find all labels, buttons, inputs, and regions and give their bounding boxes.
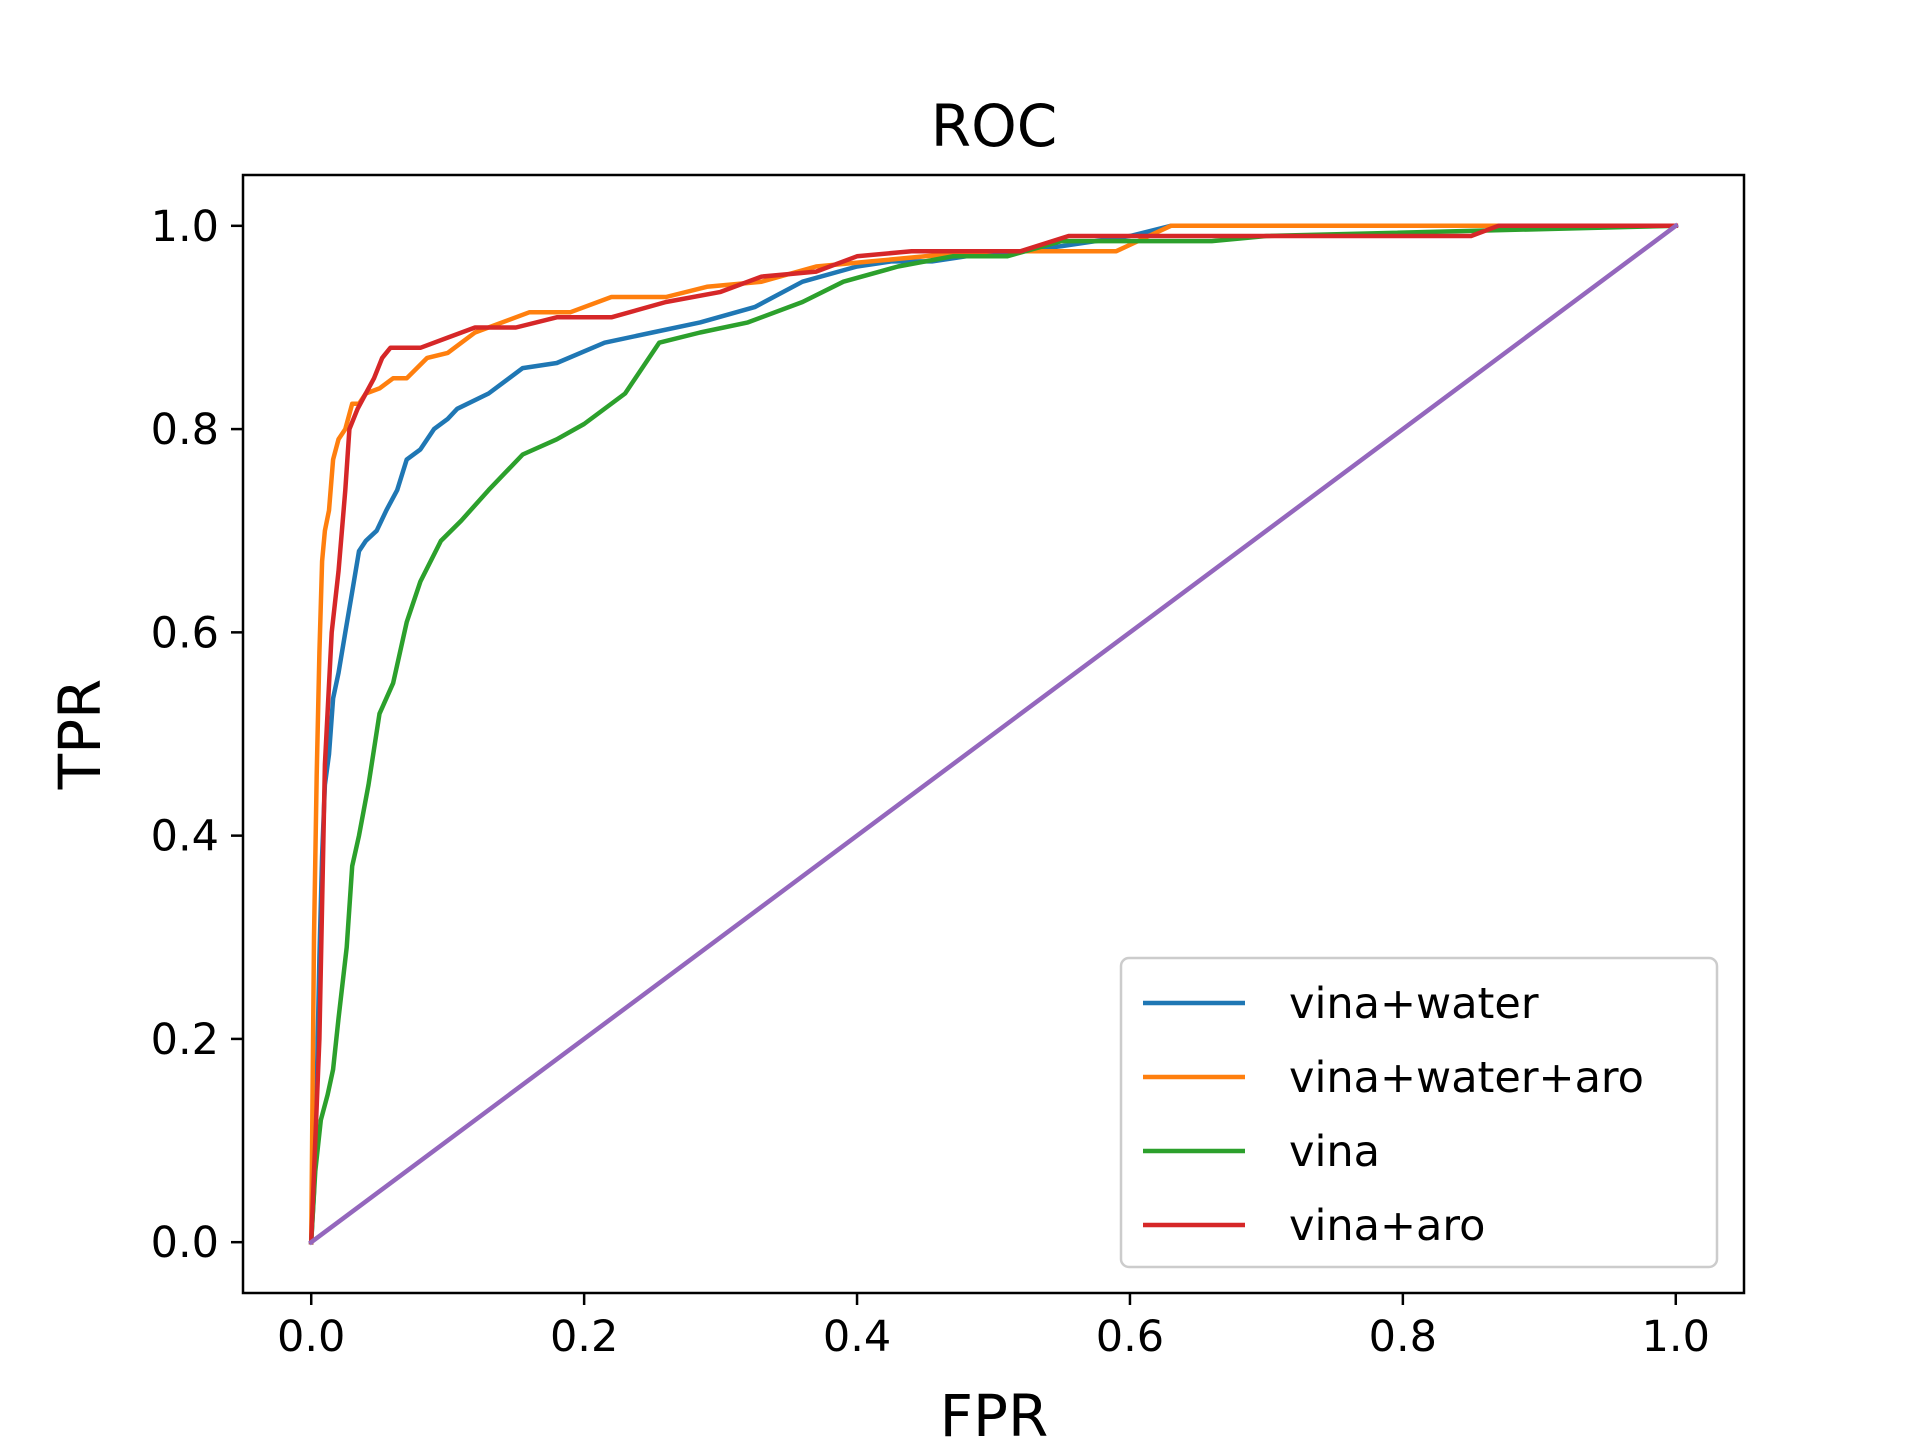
x-axis-label: FPR xyxy=(940,1382,1049,1440)
chart-title: ROC xyxy=(931,92,1057,160)
y-tick-label: 0.6 xyxy=(151,608,219,658)
legend-box xyxy=(1119,956,1719,1269)
series-line-vina-water-aro xyxy=(308,223,1679,1245)
y-tick-label: 0.4 xyxy=(151,812,219,862)
y-tick-label: 0.0 xyxy=(151,1218,219,1268)
y-axis-label: TPR xyxy=(46,679,114,791)
x-tick-label: 1.0 xyxy=(1642,1312,1710,1362)
y-tick-label: 0.8 xyxy=(151,405,219,455)
legend-label: vina+aro xyxy=(1289,1201,1485,1251)
x-tick-label: 0.4 xyxy=(823,1312,891,1362)
x-tick-label: 0.8 xyxy=(1369,1312,1437,1362)
y-axis-ticks: 0.0 0.2 0.4 0.6 0.8 1.0 xyxy=(151,202,243,1268)
series-line-vina-aro xyxy=(308,223,1679,1245)
legend-label: vina+water+aro xyxy=(1289,1053,1644,1103)
series-line-vina xyxy=(308,223,1679,1245)
legend: vina+water vina+water+aro vina vina+aro xyxy=(1119,956,1719,1269)
x-axis-ticks: 0.0 0.2 0.4 0.6 0.8 1.0 xyxy=(277,1293,1710,1362)
x-tick-label: 0.2 xyxy=(550,1312,618,1362)
x-tick-label: 0.0 xyxy=(277,1312,345,1362)
legend-label: vina xyxy=(1289,1127,1380,1177)
y-tick-label: 1.0 xyxy=(151,202,219,252)
y-tick-label: 0.2 xyxy=(151,1015,219,1065)
legend-label: vina+water xyxy=(1289,979,1539,1029)
series-line-diagonal xyxy=(308,222,1679,1246)
legend-entries: vina+water vina+water+aro vina vina+aro xyxy=(1143,979,1644,1251)
plot-frame xyxy=(241,173,1746,1295)
x-tick-label: 0.6 xyxy=(1096,1312,1164,1362)
series-lines xyxy=(308,222,1679,1246)
